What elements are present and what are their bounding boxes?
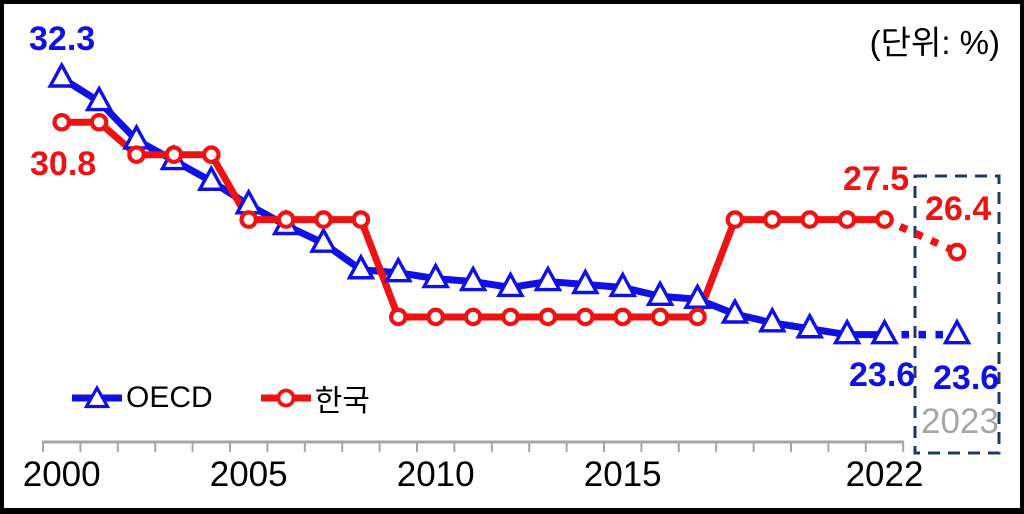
korea-projection-dotted-line bbox=[882, 216, 959, 256]
data-label-korea-27.5: 27.5 bbox=[843, 160, 910, 198]
oecd-data-point-marker bbox=[196, 164, 226, 191]
oecd-data-point-marker bbox=[533, 265, 563, 292]
korea-data-point-marker bbox=[875, 210, 894, 229]
korea-line-circle-icon bbox=[260, 388, 311, 408]
oecd-data-point-marker bbox=[832, 318, 862, 345]
oecd-data-point-marker bbox=[383, 256, 413, 283]
x-axis-label-2005: 2005 bbox=[209, 455, 288, 494]
oecd-data-point-marker bbox=[47, 61, 77, 88]
korea-data-point-marker bbox=[947, 242, 967, 262]
data-label-korea-30.8: 30.8 bbox=[30, 145, 97, 183]
korea-data-point-marker bbox=[688, 307, 707, 327]
korea-data-point-marker bbox=[538, 307, 558, 327]
projection-2023-box bbox=[913, 174, 1001, 455]
x-axis-label-2022: 2022 bbox=[845, 455, 924, 494]
legend: OECD 한국 bbox=[71, 376, 370, 420]
korea-data-point-marker bbox=[89, 112, 109, 132]
oecd-series-line bbox=[59, 75, 885, 339]
oecd-data-point-marker bbox=[645, 279, 675, 306]
oecd-data-point-marker bbox=[346, 253, 376, 280]
legend-label-oecd: OECD bbox=[126, 381, 213, 414]
korea-data-point-marker bbox=[351, 210, 371, 229]
korea-data-point-marker bbox=[837, 210, 857, 229]
korea-data-point-marker bbox=[501, 307, 520, 327]
oecd-data-point-marker bbox=[942, 318, 972, 345]
oecd-data-point-marker bbox=[458, 265, 488, 292]
korea-data-point-marker bbox=[800, 210, 819, 229]
data-label-korea-26.4: 26.4 bbox=[925, 190, 992, 228]
korea-data-point-marker bbox=[314, 210, 333, 229]
x-axis-label-2010: 2010 bbox=[396, 455, 475, 494]
oecd-data-point-marker bbox=[570, 267, 600, 295]
x-axis-label-2000: 2000 bbox=[22, 455, 101, 494]
oecd-data-point-marker bbox=[795, 312, 825, 339]
legend-item-korea: 한국 bbox=[260, 376, 370, 420]
unit-label: (단위: %) bbox=[869, 24, 1000, 61]
korea-data-point-marker bbox=[202, 145, 221, 164]
korea-data-point-marker bbox=[388, 307, 408, 327]
oecd-data-point-marker bbox=[496, 270, 525, 298]
korea-data-point-marker bbox=[52, 112, 71, 132]
korea-data-point-marker bbox=[127, 145, 146, 164]
korea-data-point-marker bbox=[762, 210, 782, 229]
legend-label-korea: 한국 bbox=[314, 385, 370, 418]
korea-data-point-marker bbox=[426, 307, 445, 327]
korea-data-point-marker bbox=[575, 307, 595, 327]
oecd-data-point-marker bbox=[84, 85, 114, 112]
oecd-data-point-marker bbox=[683, 282, 712, 309]
oecd-data-point-marker bbox=[870, 318, 899, 345]
korea-data-point-marker bbox=[463, 307, 483, 327]
oecd-data-point-marker bbox=[757, 306, 787, 333]
korea-data-point-marker bbox=[276, 210, 296, 229]
korea-data-point-marker bbox=[239, 210, 258, 229]
oecd-line-triangle-icon bbox=[72, 385, 122, 409]
data-label-oecd-32.3: 32.3 bbox=[29, 20, 96, 58]
korea-data-point-marker bbox=[650, 307, 670, 327]
oecd-data-point-marker bbox=[608, 270, 638, 298]
korea-data-point-marker bbox=[725, 210, 745, 229]
data-label-oecd-23.6: 23.6 bbox=[849, 356, 916, 394]
legend-item-oecd: OECD bbox=[71, 381, 213, 415]
korea-data-point-marker bbox=[613, 307, 632, 327]
x-axis-label-2015: 2015 bbox=[583, 455, 662, 494]
data-label-oecd-23.6: 23.6 bbox=[933, 359, 1000, 397]
oecd-data-point-marker bbox=[421, 262, 451, 289]
data-label-axis-2023: 2023 bbox=[921, 402, 999, 441]
oecd-data-point-marker bbox=[720, 297, 750, 324]
korea-data-point-marker bbox=[164, 145, 184, 164]
oecd-data-point-marker bbox=[309, 226, 338, 253]
